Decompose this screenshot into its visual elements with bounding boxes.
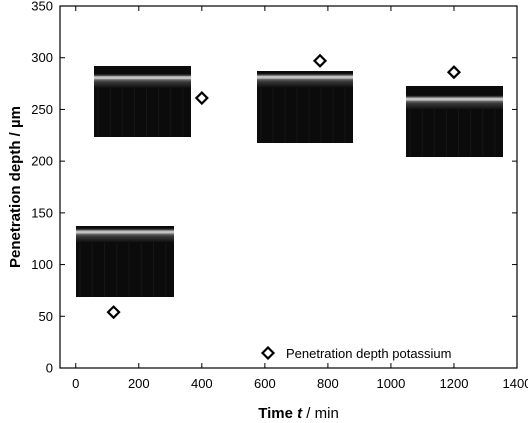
inset-image-2 — [94, 66, 191, 137]
y-tick-label: 50 — [39, 309, 53, 324]
y-tick-label: 350 — [31, 0, 53, 14]
data-point — [446, 65, 462, 80]
y-tick-label: 0 — [46, 361, 53, 376]
y-tick-label: 150 — [31, 205, 53, 220]
x-tick-label: 1200 — [440, 376, 469, 391]
x-tick-label: 1400 — [503, 376, 528, 391]
y-axis-title: Penetration depth / µm — [7, 106, 24, 268]
legend-marker-icon — [260, 345, 276, 361]
x-tick-label: 1000 — [376, 376, 405, 391]
y-tick-label: 300 — [31, 50, 53, 65]
legend: Penetration depth potassium — [260, 345, 452, 361]
x-axis-ticks: 0 200 400 600 800 1000 1200 1400 — [72, 6, 528, 391]
x-tick-label: 400 — [191, 376, 213, 391]
y-tick-label: 100 — [31, 257, 53, 272]
legend-label: Penetration depth potassium — [286, 346, 452, 361]
x-tick-label: 600 — [254, 376, 276, 391]
plot-frame — [59, 5, 518, 369]
data-point — [194, 90, 209, 106]
inset-images — [76, 66, 503, 297]
y-tick-label: 200 — [31, 154, 53, 169]
x-tick-label: 800 — [317, 376, 339, 391]
data-point — [312, 53, 328, 68]
data-point — [106, 305, 121, 320]
data-points — [106, 53, 462, 320]
x-axis-variable: t — [297, 405, 303, 422]
inset-image-4 — [406, 86, 503, 157]
x-axis-title: Time t / min — [258, 405, 339, 422]
y-tick-label: 250 — [31, 102, 53, 117]
inset-image-3 — [257, 71, 353, 143]
x-tick-label: 0 — [72, 376, 79, 391]
inset-image-1 — [76, 226, 174, 297]
y-axis-ticks: 0 50 100 150 200 250 300 350 — [31, 0, 517, 376]
x-tick-label: 200 — [128, 376, 150, 391]
